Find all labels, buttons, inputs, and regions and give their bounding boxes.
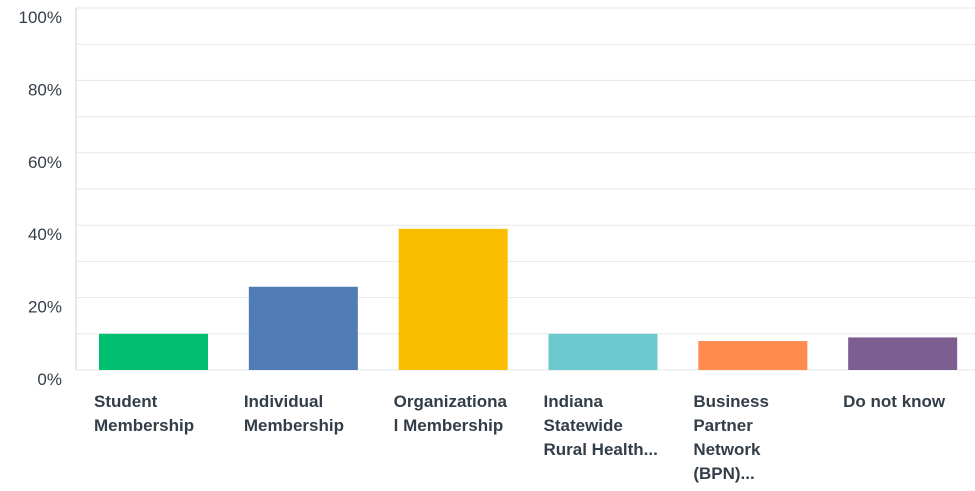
y-tick-label: 100% — [19, 8, 62, 27]
x-tick-label: Individual Membership — [243, 392, 344, 435]
bar — [698, 341, 808, 370]
bar — [848, 337, 958, 370]
bar — [248, 286, 358, 370]
x-tick-label: Business Partner Network (BPN)... — [693, 392, 769, 483]
x-tick-label: Organizational Membership — [393, 392, 508, 435]
bar — [99, 333, 208, 370]
bar — [398, 228, 508, 370]
y-tick-label: 80% — [28, 80, 62, 99]
bar — [548, 333, 658, 370]
y-tick-label: 0% — [37, 370, 62, 389]
x-tick-label: Do not know — [843, 392, 946, 411]
y-tick-label: 40% — [28, 225, 62, 244]
x-tick-label: Student Membership — [94, 392, 195, 435]
x-tick-label: Indiana Statewide Rural Health... — [543, 392, 658, 459]
y-tick-label: 60% — [28, 153, 62, 172]
y-tick-label: 20% — [28, 298, 62, 317]
